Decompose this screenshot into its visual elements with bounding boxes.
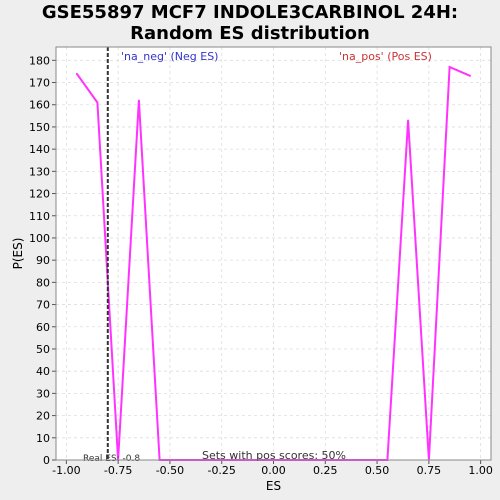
- y-tick-label: 10: [36, 432, 50, 445]
- y-tick-label: 150: [29, 121, 50, 134]
- y-tick-label: 120: [29, 188, 50, 201]
- y-tick-label: 160: [29, 99, 50, 112]
- y-tick-label: 100: [29, 232, 50, 245]
- y-tick-label: 0: [43, 454, 50, 467]
- legend-pos-label: 'na_pos' (Pos ES): [339, 50, 432, 63]
- x-tick-label: 0.00: [261, 464, 286, 477]
- y-tick-label: 110: [29, 210, 50, 223]
- x-tick-label: -1.00: [52, 464, 80, 477]
- data-point: [138, 99, 140, 102]
- y-tick-label: 80: [36, 276, 50, 289]
- y-tick-label: 180: [29, 54, 50, 67]
- x-tick-label: 0.50: [365, 464, 390, 477]
- data-point: [448, 66, 451, 68]
- y-tick-label: 170: [29, 77, 50, 90]
- data-point: [75, 72, 78, 75]
- chart-title: GSE55897 MCF7 INDOLE3CARBINOL 24H: Rando…: [41, 2, 459, 44]
- x-tick-label: -0.25: [207, 464, 235, 477]
- x-tick-label: 0.75: [417, 464, 442, 477]
- y-tick-label: 90: [36, 254, 50, 267]
- y-tick-label: 30: [36, 387, 50, 400]
- data-point: [469, 75, 472, 77]
- real-es-label: Real ES: -0.8: [83, 454, 140, 464]
- x-tick-label: -0.75: [104, 464, 132, 477]
- x-tick-label: 0.25: [313, 464, 338, 477]
- y-tick-label: 40: [36, 365, 50, 378]
- y-tick-label: 70: [36, 299, 50, 312]
- data-point: [407, 119, 409, 122]
- pos-scores-annotation: Sets with pos scores: 50%: [202, 449, 346, 462]
- y-tick-label: 130: [29, 165, 50, 178]
- legend-neg-label: 'na_neg' (Neg ES): [121, 50, 218, 63]
- y-tick-label: 20: [36, 410, 50, 423]
- data-point: [96, 101, 99, 104]
- y-tick-label: 50: [36, 343, 50, 356]
- x-tick-label: -0.50: [156, 464, 184, 477]
- x-tick-label: 1.00: [468, 464, 493, 477]
- y-tick-label: 60: [36, 321, 50, 334]
- y-axis-label: P(ES): [11, 238, 25, 270]
- plot-border: [55, 46, 492, 461]
- x-axis-label: ES: [266, 479, 281, 493]
- y-tick-label: 140: [29, 143, 50, 156]
